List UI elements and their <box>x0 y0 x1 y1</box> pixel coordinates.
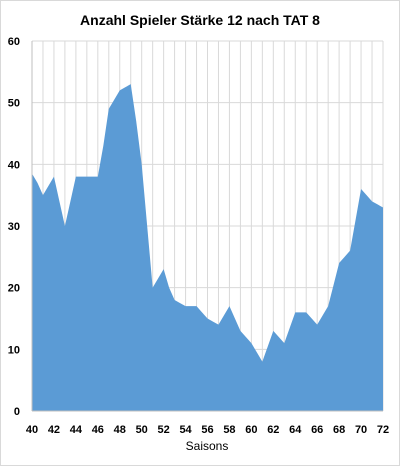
x-tick-label: 68 <box>333 424 345 436</box>
x-tick-label: 50 <box>136 424 148 436</box>
x-tick-label: 62 <box>267 424 279 436</box>
x-tick-label: 40 <box>26 424 38 436</box>
x-tick-label: 56 <box>201 424 213 436</box>
x-tick-label: 66 <box>311 424 323 436</box>
y-tick-layer: 0 10 20 30 40 50 60 <box>8 36 20 418</box>
y-tick-label: 50 <box>8 98 20 110</box>
x-tick-label: 48 <box>114 424 126 436</box>
axis-layer <box>31 41 383 412</box>
area-series <box>32 84 383 412</box>
x-tick-label: 46 <box>92 424 104 436</box>
x-tick-label: 42 <box>48 424 60 436</box>
x-tick-label: 72 <box>377 424 389 436</box>
x-tick-label: 70 <box>355 424 367 436</box>
x-tick-label: 64 <box>289 424 302 436</box>
chart-title: Anzahl Spieler Stärke 12 nach TAT 8 <box>80 12 320 28</box>
x-tick-label: 44 <box>70 424 83 436</box>
y-tick-label: 30 <box>8 221 20 233</box>
y-tick-label: 0 <box>14 406 20 418</box>
x-tick-label: 52 <box>158 424 170 436</box>
y-tick-label: 20 <box>8 283 20 295</box>
y-tick-label: 10 <box>8 344 20 356</box>
x-tick-label: 54 <box>179 424 192 436</box>
x-tick-layer: 40 42 44 46 48 50 52 54 56 58 60 62 64 66 68 70 72 <box>26 424 389 436</box>
x-tick-label: 58 <box>223 424 235 436</box>
y-tick-label: 40 <box>8 159 20 171</box>
y-tick-label: 60 <box>8 36 20 48</box>
x-tick-label: 60 <box>245 424 257 436</box>
area-layer <box>32 84 383 412</box>
x-axis-title: Saisons <box>186 439 229 453</box>
